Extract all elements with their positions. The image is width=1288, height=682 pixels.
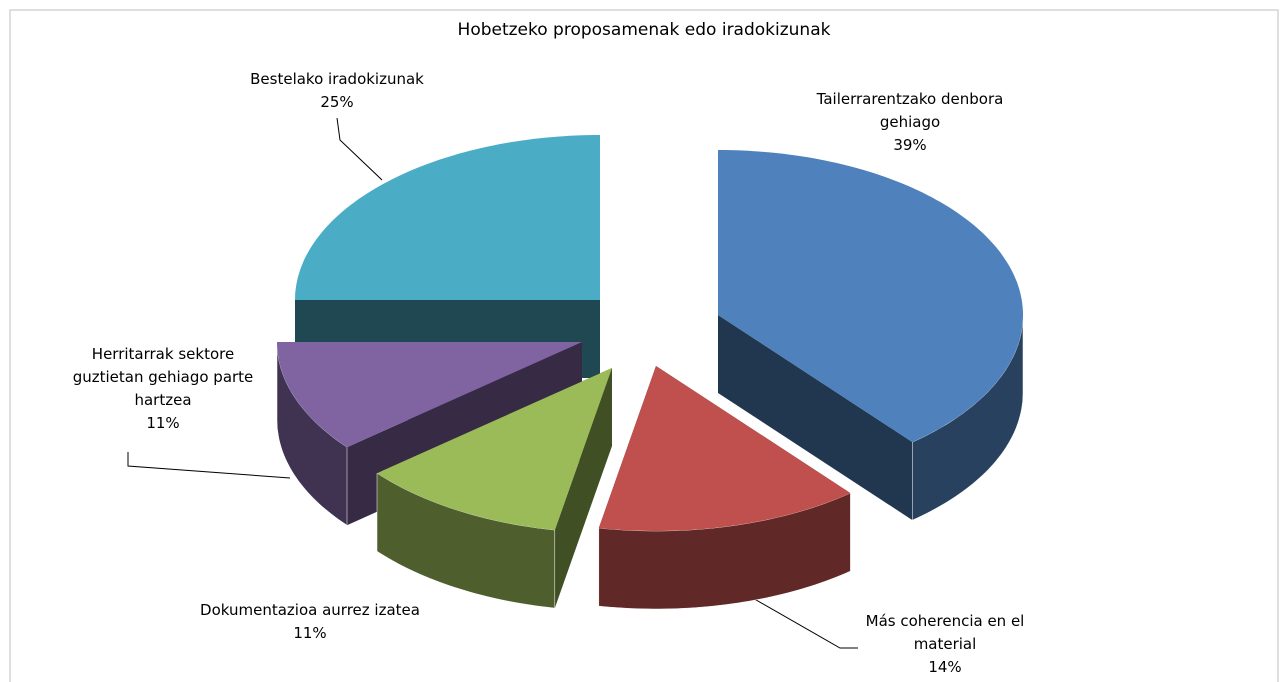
data-label: Más coherencia en el material 14%: [845, 610, 1045, 679]
leader-line: [127, 452, 291, 479]
slice: [377, 368, 612, 531]
pie: [276, 135, 1024, 610]
data-label: Dokumentazioa aurrez izatea 11%: [180, 599, 440, 645]
label-name: Más coherencia en el material: [865, 612, 1025, 653]
label-name: Dokumentazioa aurrez izatea: [200, 601, 420, 619]
data-label: Bestelako iradokizunak 25%: [222, 68, 452, 114]
slice: [718, 150, 1023, 443]
slice: [295, 135, 600, 300]
data-label: Tailerrarentzako denbora gehiago 39%: [810, 88, 1010, 157]
slice: [277, 342, 582, 448]
frame: [9, 9, 1279, 682]
data-label: Herritarrak sektore guztietan gehiago pa…: [58, 343, 268, 435]
label-name: Tailerrarentzako denbora gehiago: [816, 90, 1004, 131]
leader-line: [729, 584, 858, 649]
label-name: Herritarrak sektore guztietan gehiago pa…: [72, 345, 254, 409]
leader-line: [336, 117, 383, 181]
slice-side: [718, 315, 913, 521]
slice: [598, 366, 851, 531]
label-name: Bestelako iradokizunak: [250, 70, 424, 88]
chart-title: Hobetzeko proposamenak edo iradokizunak: [457, 20, 831, 40]
label-value: 39%: [893, 136, 927, 154]
label-value: 25%: [320, 93, 354, 111]
label-value: 14%: [928, 658, 962, 676]
label-value: 11%: [293, 624, 327, 642]
label-value: 11%: [146, 414, 180, 432]
